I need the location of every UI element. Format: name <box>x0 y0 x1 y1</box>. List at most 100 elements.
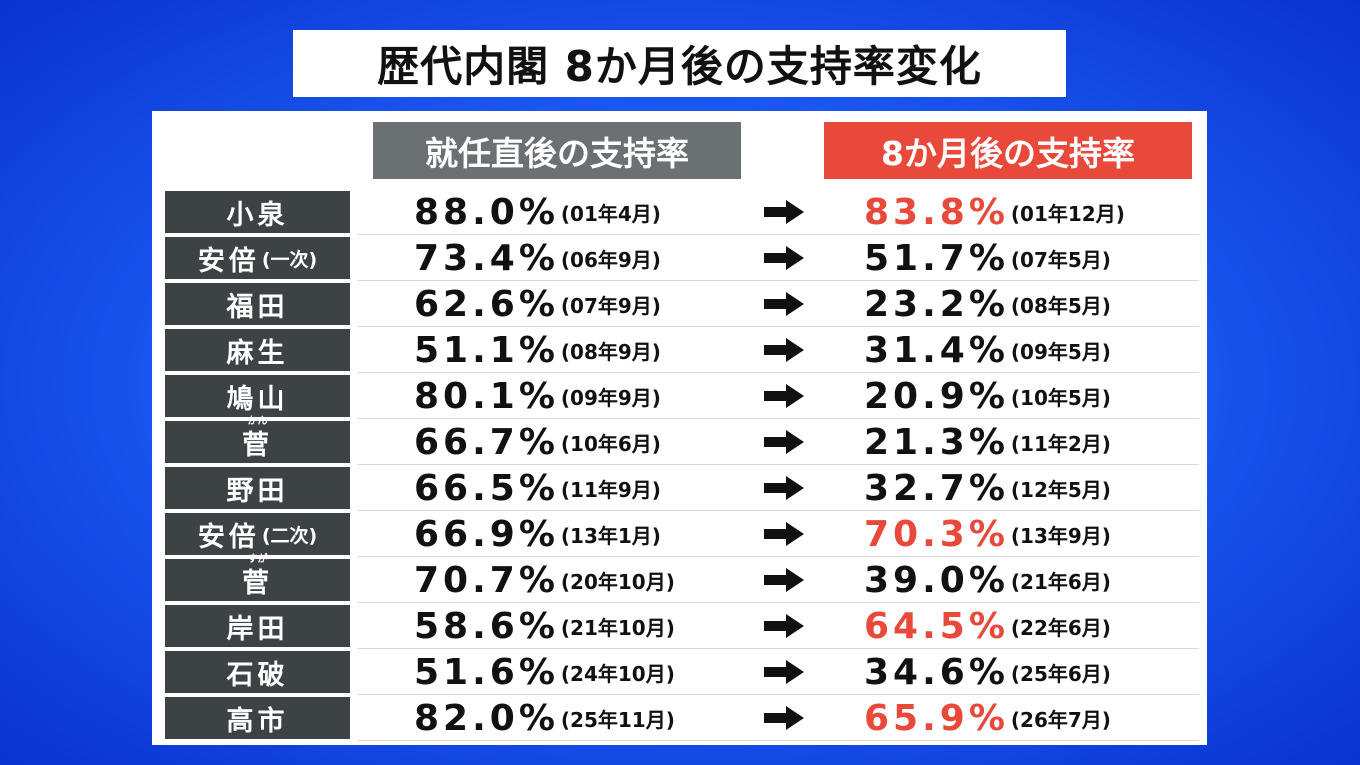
approval-before: 73.4% (06年9月) <box>414 235 661 281</box>
table-row: 麻生 51.1% (08年9月) 31.4% (09年5月) <box>152 327 1207 373</box>
cabinet-name-wrap: 高市 <box>227 699 289 738</box>
row-divider <box>358 234 1199 235</box>
cabinet-name-badge: 野田 <box>165 467 350 509</box>
approval-before-date: (06年9月) <box>560 247 661 272</box>
cabinet-name-badge: 福田 <box>165 283 350 325</box>
approval-after-pct: 64.5% <box>864 605 1009 647</box>
approval-before-pct: 58.6% <box>414 605 559 647</box>
cabinet-name: 野田 <box>226 475 289 507</box>
right-arrow-icon <box>764 338 804 362</box>
approval-after: 70.3% (13年9月) <box>864 511 1111 557</box>
approval-after-pct: 23.2% <box>864 283 1009 325</box>
row-divider <box>358 464 1199 465</box>
cabinet-name-wrap: 野田 <box>227 469 289 508</box>
right-arrow-icon <box>764 660 804 684</box>
cabinet-name-badge: すが菅 <box>165 554 350 601</box>
row-divider <box>358 648 1199 649</box>
approval-after: 20.9% (10年5月) <box>864 373 1111 419</box>
approval-after-pct: 21.3% <box>864 421 1009 463</box>
cabinet-name: 高市 <box>226 705 289 737</box>
approval-after-date: (26年7月) <box>1010 707 1111 732</box>
approval-before-pct: 88.0% <box>414 191 559 233</box>
cabinet-name: 岸田 <box>226 613 289 645</box>
approval-after-date: (11年2月) <box>1010 431 1111 456</box>
approval-before: 51.6% (24年10月) <box>414 649 675 695</box>
table-row: 高市 82.0% (25年11月) 65.9% (26年7月) <box>152 695 1207 741</box>
cabinet-name-ruby: かん <box>247 415 268 427</box>
approval-before-pct: 82.0% <box>414 697 559 739</box>
cabinet-term: (二次) <box>261 524 318 547</box>
cabinet-name-badge: かん菅 <box>165 416 350 463</box>
approval-before: 70.7% (20年10月) <box>414 557 675 603</box>
cabinet-name-wrap: かん菅 <box>242 416 273 462</box>
approval-after-date: (09年5月) <box>1010 339 1111 364</box>
table-row: 鳩山 80.1% (09年9月) 20.9% (10年5月) <box>152 373 1207 419</box>
cabinet-name-badge: 高市 <box>165 697 350 739</box>
right-arrow-icon <box>764 292 804 316</box>
cabinet-name-wrap: 安倍 <box>198 515 260 554</box>
row-divider <box>358 280 1199 281</box>
table-row: 安倍 (二次) 66.9% (13年1月) 70.3% (13年9月) <box>152 511 1207 557</box>
row-divider <box>358 510 1199 511</box>
approval-before: 66.7% (10年6月) <box>414 419 661 465</box>
approval-after-date: (12年5月) <box>1010 477 1111 502</box>
approval-after-pct: 32.7% <box>864 467 1009 509</box>
approval-after: 23.2% (08年5月) <box>864 281 1111 327</box>
approval-after-pct: 20.9% <box>864 375 1009 417</box>
right-arrow-icon <box>764 476 804 500</box>
approval-before: 80.1% (09年9月) <box>414 373 661 419</box>
right-arrow-icon <box>764 568 804 592</box>
cabinet-name-wrap: 安倍 <box>198 239 260 278</box>
approval-after-date: (21年6月) <box>1010 569 1111 594</box>
cabinet-name: 菅 <box>242 429 273 461</box>
cabinet-name: 小泉 <box>226 199 289 231</box>
approval-before: 88.0% (01年4月) <box>414 189 661 235</box>
cabinet-name: 麻生 <box>226 337 289 369</box>
approval-after: 51.7% (07年5月) <box>864 235 1111 281</box>
approval-after: 65.9% (26年7月) <box>864 695 1111 741</box>
approval-before: 82.0% (25年11月) <box>414 695 675 741</box>
right-arrow-icon <box>764 200 804 224</box>
page-title: 歴代内閣 8か月後の支持率変化 <box>377 42 982 91</box>
row-divider <box>358 740 1199 741</box>
approval-before-date: (21年10月) <box>560 615 675 640</box>
approval-after-date: (13年9月) <box>1010 523 1111 548</box>
table-row: 福田 62.6% (07年9月) 23.2% (08年5月) <box>152 281 1207 327</box>
approval-before-date: (08年9月) <box>560 339 661 364</box>
table-row: 安倍 (一次) 73.4% (06年9月) 51.7% (07年5月) <box>152 235 1207 281</box>
row-divider <box>358 694 1199 695</box>
row-divider <box>358 556 1199 557</box>
approval-before: 51.1% (08年9月) <box>414 327 661 373</box>
cabinet-name-badge: 安倍 (一次) <box>165 237 350 279</box>
approval-after-date: (01年12月) <box>1010 201 1125 226</box>
approval-before-date: (07年9月) <box>560 293 661 318</box>
approval-before-date: (09年9月) <box>560 385 661 410</box>
approval-before-pct: 51.1% <box>414 329 559 371</box>
cabinet-name-wrap: 石破 <box>227 653 289 692</box>
table-row: 石破 51.6% (24年10月) 34.6% (25年6月) <box>152 649 1207 695</box>
cabinet-name-ruby: すが <box>247 553 268 565</box>
approval-after-pct: 34.6% <box>864 651 1009 693</box>
approval-before-date: (13年1月) <box>560 523 661 548</box>
approval-after: 21.3% (11年2月) <box>864 419 1111 465</box>
right-arrow-icon <box>764 614 804 638</box>
row-divider <box>358 602 1199 603</box>
approval-before: 66.9% (13年1月) <box>414 511 661 557</box>
cabinet-name-badge: 石破 <box>165 651 350 693</box>
approval-before-pct: 66.5% <box>414 467 559 509</box>
approval-after: 34.6% (25年6月) <box>864 649 1111 695</box>
approval-before-date: (01年4月) <box>560 201 661 226</box>
approval-before-pct: 66.9% <box>414 513 559 555</box>
approval-before: 62.6% (07年9月) <box>414 281 661 327</box>
cabinet-name-badge: 麻生 <box>165 329 350 371</box>
approval-after: 64.5% (22年6月) <box>864 603 1111 649</box>
cabinet-name: 鳩山 <box>226 383 289 415</box>
approval-after-date: (22年6月) <box>1010 615 1111 640</box>
approval-after-pct: 39.0% <box>864 559 1009 601</box>
approval-after: 31.4% (09年5月) <box>864 327 1111 373</box>
approval-after-date: (10年5月) <box>1010 385 1111 410</box>
approval-after-pct: 70.3% <box>864 513 1009 555</box>
approval-after-pct: 83.8% <box>864 191 1009 233</box>
header-after: 8か月後の支持率 <box>824 122 1192 179</box>
approval-before: 58.6% (21年10月) <box>414 603 675 649</box>
